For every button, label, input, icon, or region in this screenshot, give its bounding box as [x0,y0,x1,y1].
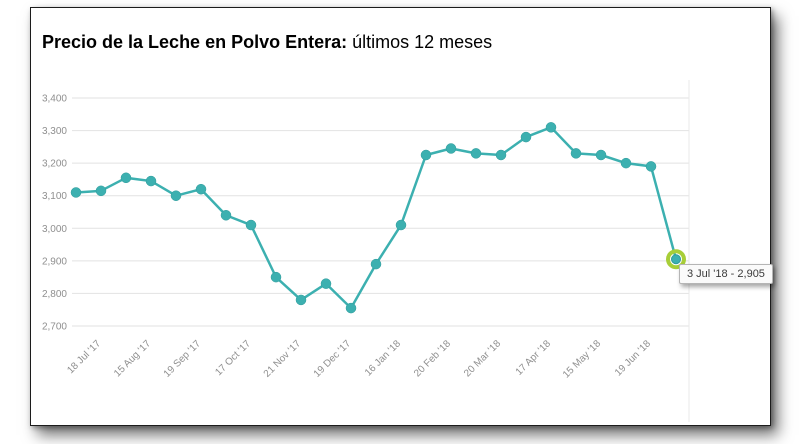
data-point[interactable] [620,157,632,169]
data-point[interactable] [195,183,207,195]
x-axis-label: 21 Nov '17 [262,338,304,380]
data-point[interactable] [120,172,132,184]
price-line-chart: 2,700 2,800 2,900 3,000 3,100 3,200 3,300 3,400… [42,80,690,422]
data-point[interactable] [145,175,157,187]
x-axis-label: 18 Jul '17 [65,338,103,376]
data-point[interactable] [595,149,607,161]
chart-title-regular: últimos 12 meses [347,32,493,52]
data-point[interactable] [470,148,482,159]
y-axis-label: 2,700 [42,322,67,333]
data-point[interactable] [245,219,257,231]
data-point[interactable] [420,149,432,161]
data-point-selected[interactable] [671,254,681,265]
x-axis-label: 20 Mar '18 [462,338,503,379]
data-point[interactable] [295,294,307,306]
data-point[interactable] [570,148,582,159]
highlighted-point-ring [666,249,686,270]
x-axis-label: 19 Dec '17 [312,338,354,380]
data-point[interactable] [270,271,282,283]
data-point[interactable] [70,187,82,198]
price-line [74,126,678,310]
x-axis-label: 17 Apr '18 [514,338,554,378]
data-point[interactable] [370,258,382,270]
data-point[interactable] [645,161,657,172]
y-axis-label: 3,400 [42,94,67,105]
x-axis-label: 19 Sep '17 [162,338,204,380]
y-axis-label: 3,300 [42,126,67,137]
chart-window: Precio de la Leche en Polvo Entera: últi… [30,7,773,426]
data-point[interactable] [95,185,107,197]
y-axis-label: 2,900 [42,256,67,267]
x-axis-label: 20 Feb '18 [412,338,453,379]
data-point[interactable] [345,302,357,314]
data-point[interactable] [495,149,507,161]
data-point[interactable] [445,143,457,154]
chart-title: Precio de la Leche en Polvo Entera: últi… [42,32,492,53]
x-axis-label: 16 Jan '18 [363,338,403,378]
x-axis-label: 19 Jun '18 [613,338,653,378]
x-axis-label: 15 May '18 [561,338,603,380]
x-axis-label: 15 Aug '17 [112,338,153,379]
y-axis-label: 2,800 [42,289,67,300]
data-point[interactable] [170,190,182,201]
y-axis-label: 3,000 [42,224,67,235]
y-axis-label: 3,200 [42,159,67,170]
data-point[interactable] [220,210,232,221]
y-axis-label: 3,100 [42,191,67,202]
data-point[interactable] [395,219,407,231]
data-point[interactable] [320,278,332,289]
data-point[interactable] [520,131,532,143]
chart-title-bold: Precio de la Leche en Polvo Entera: [42,32,348,52]
data-point[interactable] [545,122,557,133]
point-tooltip: 3 Jul '18 - 2,905 [679,264,773,284]
x-axis-label: 17 Oct '17 [213,338,253,378]
